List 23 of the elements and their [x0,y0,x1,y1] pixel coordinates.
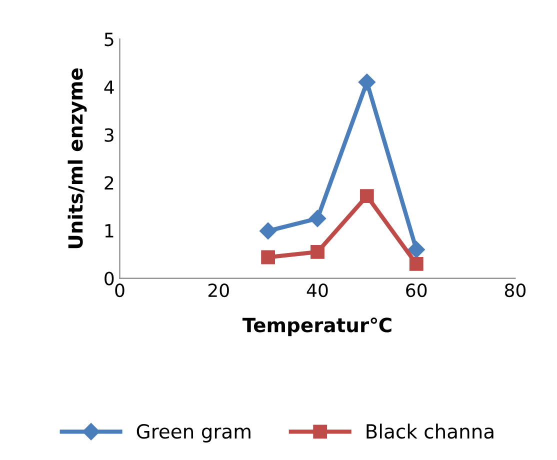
x-axis-title: Temperatur℃ [242,318,392,336]
y-tick-label: 0 [104,272,114,286]
y-tick-label: 4 [104,80,114,94]
point [409,257,424,271]
point [360,189,374,203]
point [408,241,425,258]
x-tick-label: 40 [306,283,328,298]
y-tick-label: 3 [104,128,114,142]
legend-label: Black channa [366,424,494,439]
x-tick-label: 80 [504,283,526,298]
legend-label: Green gram [136,424,250,442]
point [260,222,277,240]
point [358,74,376,91]
x-tick-label: 60 [406,283,427,298]
y-axis-title: Units/ml enzyme [68,68,87,248]
point [308,210,326,228]
x-tick-label: 0 [115,283,124,298]
y-tick-label: 2 [104,176,114,190]
x-tick-label: 20 [208,283,229,298]
point [310,245,324,259]
point [261,250,275,264]
y-tick-label: 5 [104,32,114,46]
y-tick-label: 1 [105,224,114,238]
